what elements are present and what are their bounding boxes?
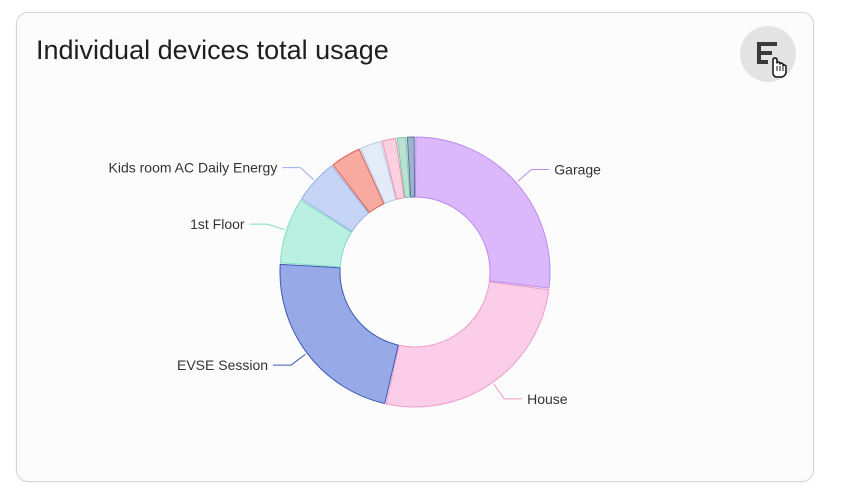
slice-label: 1st Floor	[190, 216, 245, 232]
donut-slice-garage[interactable]	[414, 136, 551, 289]
donut-slices	[279, 136, 551, 408]
donut-slice-house[interactable]	[385, 281, 550, 408]
label-leader-line	[517, 168, 550, 182]
donut-slice-evse-session[interactable]	[279, 263, 399, 405]
donut-slice-1st-floor[interactable]	[279, 199, 352, 268]
sort-button[interactable]	[740, 26, 796, 82]
slice-label: House	[527, 391, 568, 407]
label-leader-line	[273, 353, 306, 366]
donut-slice-unlabeled-7[interactable]	[381, 137, 405, 200]
donut-slice-kids-room-ac-daily-energy[interactable]	[300, 165, 370, 232]
donut-slice-unlabeled-8[interactable]	[396, 136, 411, 199]
slice-label: Kids room AC Daily Energy	[109, 160, 278, 176]
donut-slice-unlabeled-5[interactable]	[332, 148, 385, 213]
hand-pointer-icon	[772, 57, 787, 78]
card-title: Individual devices total usage	[36, 35, 389, 65]
donut-slice-unlabeled-6[interactable]	[360, 140, 397, 204]
sort-bars-icon	[757, 42, 777, 64]
slice-label: Garage	[554, 161, 601, 177]
label-leader-line	[282, 167, 315, 181]
slice-label: EVSE Session	[177, 357, 268, 373]
slice-labels: Garage House EVSE Session 1st Floor Kids roo…	[109, 160, 602, 407]
label-leader-line	[493, 383, 523, 400]
label-leader-line	[249, 223, 285, 231]
donut-slice-unlabeled-9[interactable]	[406, 136, 416, 198]
